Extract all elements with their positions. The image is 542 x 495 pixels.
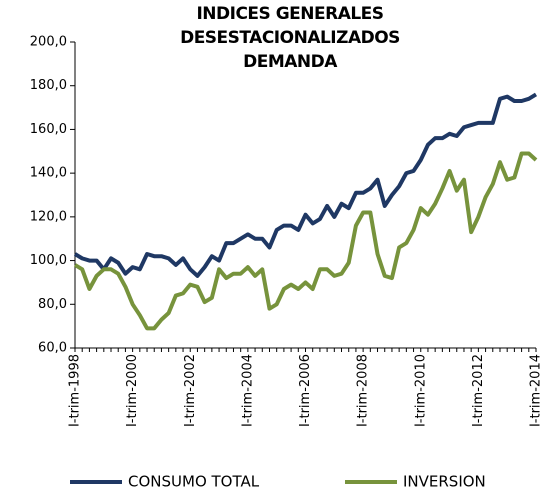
y-tick-label: 80,0 — [38, 297, 67, 312]
y-tick-label: 120,0 — [30, 209, 67, 224]
x-tick-label: I-trim-1998 — [68, 354, 83, 427]
legend-label: CONSUMO TOTAL — [128, 473, 260, 491]
x-tick-label: I-trim-2000 — [125, 354, 140, 427]
x-tick-label: I-trim-2010 — [413, 354, 428, 427]
series-line — [73, 151, 538, 331]
y-tick-label: 140,0 — [30, 166, 67, 181]
y-tick-label: 160,0 — [30, 122, 67, 137]
y-tick-label: 60,0 — [38, 341, 67, 356]
x-tick-label: I-trim-2008 — [356, 354, 371, 427]
y-tick-label: 100,0 — [30, 253, 67, 268]
x-tick-label: I-trim-2012 — [471, 354, 486, 427]
x-tick-label: I-trim-2002 — [183, 354, 198, 427]
chart-title: DEMANDA — [243, 52, 338, 72]
x-tick-label: I-trim-2014 — [529, 354, 542, 427]
y-tick-label: 180,0 — [30, 78, 67, 93]
chart-title: DESESTACIONALIZADOS — [180, 28, 400, 48]
x-tick-label: I-trim-2006 — [298, 354, 313, 427]
x-tick-label: I-trim-2004 — [240, 354, 255, 427]
legend-label: INVERSION — [403, 473, 486, 491]
series-line — [73, 92, 538, 278]
chart-title: INDICES GENERALES — [196, 4, 383, 24]
y-tick-label: 200,0 — [30, 35, 67, 50]
